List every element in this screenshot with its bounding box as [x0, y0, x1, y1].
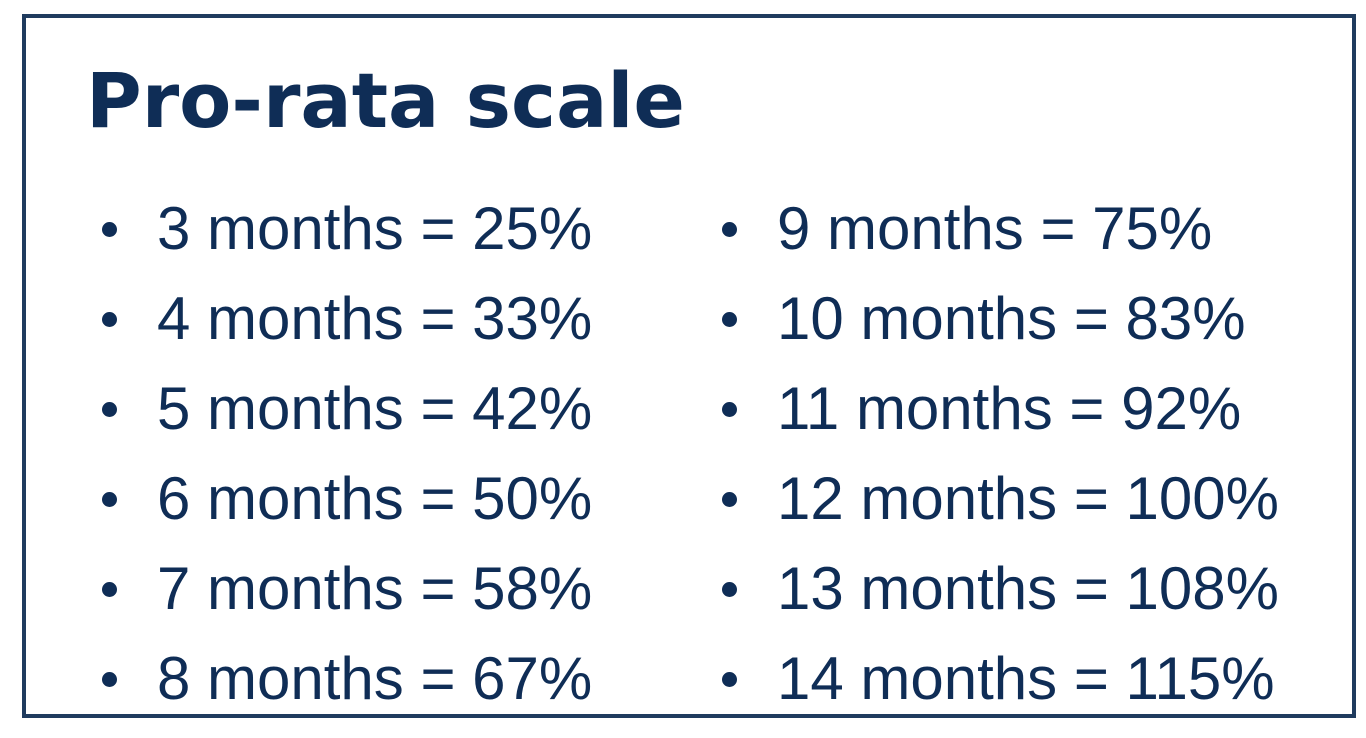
- list-item-text: 12 months = 100%: [777, 465, 1280, 532]
- bullet-icon: [102, 221, 117, 237]
- list-item-text: 8 months = 67%: [157, 645, 593, 712]
- list-item: 13 months = 108%: [722, 544, 1279, 634]
- bullet-icon: [102, 581, 117, 597]
- bullet-icon: [722, 311, 737, 327]
- bullet-icon: [102, 401, 117, 417]
- list-item-text: 3 months = 25%: [157, 195, 593, 262]
- list-item: 7 months = 58%: [102, 544, 592, 634]
- list-item: 8 months = 67%: [102, 634, 592, 724]
- scale-list-right: 9 months = 75% 10 months = 83% 11 months…: [722, 184, 1279, 724]
- bullet-icon: [102, 671, 117, 687]
- list-item-text: 9 months = 75%: [777, 195, 1213, 262]
- list-item-text: 13 months = 108%: [777, 555, 1280, 622]
- bullet-icon: [722, 581, 737, 597]
- bullet-icon: [722, 221, 737, 237]
- list-item-text: 14 months = 115%: [777, 645, 1275, 712]
- content-frame: Pro-rata scale 3 months = 25% 4 months =…: [22, 14, 1356, 718]
- list-item-text: 6 months = 50%: [157, 465, 593, 532]
- page-title: Pro-rata scale: [86, 56, 685, 145]
- list-item: 11 months = 92%: [722, 364, 1279, 454]
- list-item: 12 months = 100%: [722, 454, 1279, 544]
- list-item: 14 months = 115%: [722, 634, 1279, 724]
- bullet-icon: [722, 491, 737, 507]
- list-item-text: 4 months = 33%: [157, 285, 593, 352]
- list-item-text: 11 months = 92%: [777, 375, 1242, 442]
- bullet-icon: [102, 491, 117, 507]
- list-item: 5 months = 42%: [102, 364, 592, 454]
- bullet-icon: [722, 401, 737, 417]
- list-item: 3 months = 25%: [102, 184, 592, 274]
- list-item-text: 10 months = 83%: [777, 285, 1246, 352]
- list-item: 4 months = 33%: [102, 274, 592, 364]
- list-item-text: 7 months = 58%: [157, 555, 593, 622]
- list-item: 6 months = 50%: [102, 454, 592, 544]
- list-item: 10 months = 83%: [722, 274, 1279, 364]
- bullet-icon: [722, 671, 737, 687]
- scale-list-left: 3 months = 25% 4 months = 33% 5 months =…: [102, 184, 592, 724]
- bullet-icon: [102, 311, 117, 327]
- list-item-text: 5 months = 42%: [157, 375, 593, 442]
- list-item: 9 months = 75%: [722, 184, 1279, 274]
